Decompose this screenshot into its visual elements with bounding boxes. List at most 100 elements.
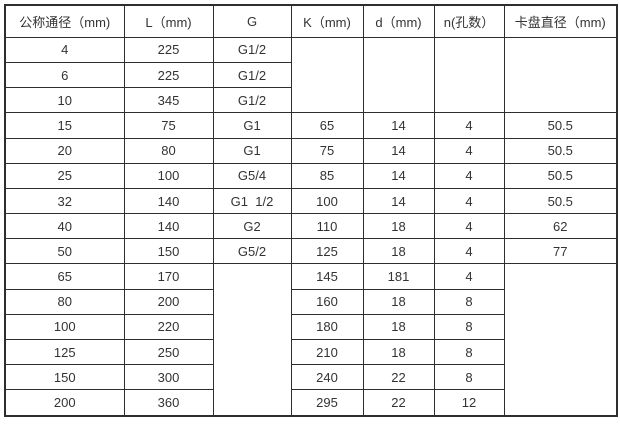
- cell-L: 200: [123, 288, 214, 315]
- merged-empty-cell-chuck: [503, 263, 618, 417]
- header-n-holes: n(孔数）: [433, 4, 505, 38]
- cell-K: 110: [290, 213, 364, 240]
- cell-G: G1/2: [212, 36, 292, 63]
- merged-empty-cell-K: [290, 36, 364, 114]
- header-K: K（mm): [290, 4, 364, 38]
- table-row: 25 100 G5/4 85 14 4 50.5: [4, 162, 618, 189]
- cell-d: 14: [362, 162, 435, 189]
- cell-L: 80: [123, 137, 214, 164]
- table-row: 125 250 210 18 8: [4, 339, 617, 366]
- table-row: 15 75 G1 65 14 4 50.5: [4, 112, 618, 139]
- cell-n: 4: [433, 238, 505, 265]
- cell-d: 18: [362, 313, 435, 341]
- cell-n: 8: [433, 339, 505, 366]
- cell-G: G5/2: [212, 238, 292, 265]
- cell-size: 50: [4, 238, 125, 265]
- cell-size: 15: [4, 112, 125, 139]
- table-row: 200 360 295 22 12: [4, 389, 617, 417]
- cell-d: 18: [362, 339, 435, 366]
- merged-empty-cell-G: [212, 263, 292, 417]
- table-row: 20 80 G1 75 14 4 50.5: [4, 137, 618, 164]
- cell-size: 40: [4, 213, 125, 240]
- cell-L: 150: [123, 238, 214, 265]
- cell-n: 4: [433, 263, 505, 290]
- cell-G: G1: [212, 112, 292, 139]
- cell-K: 240: [290, 364, 364, 391]
- table-row: 32 140 G1 1/2 100 14 4 50.5: [4, 187, 618, 215]
- cell-K: 125: [290, 238, 364, 265]
- cell-K: 100: [290, 187, 364, 215]
- table-row: 65 170 145 181 4: [4, 263, 618, 417]
- cell-chuck: 50.5: [503, 187, 618, 215]
- cell-K: 210: [290, 339, 364, 366]
- cell-G: G2: [212, 213, 292, 240]
- cell-L: 140: [123, 187, 214, 215]
- cell-L: 220: [123, 313, 214, 341]
- table-row: 40 140 G2 110 18 4 62: [4, 213, 618, 240]
- cell-n: 8: [433, 313, 505, 341]
- header-d: d（mm): [362, 4, 435, 38]
- cell-size: 10: [4, 87, 125, 114]
- cell-size: 4: [4, 36, 125, 63]
- header-G: G: [212, 4, 292, 38]
- header-L: L（mm): [123, 4, 214, 38]
- cell-G: G5/4: [212, 162, 292, 189]
- cell-L: 345: [123, 87, 214, 114]
- merged-empty-cell-chuck: [503, 36, 618, 114]
- cell-L: 100: [123, 162, 214, 189]
- cell-size: 200: [4, 389, 125, 417]
- cell-size: 32: [4, 187, 125, 215]
- cell-d: 22: [362, 364, 435, 391]
- cell-G: G1/2: [212, 61, 292, 89]
- cell-L: 140: [123, 213, 214, 240]
- cell-size: 125: [4, 339, 125, 366]
- cell-n: 8: [433, 364, 505, 391]
- merged-empty-cell-n: [433, 36, 505, 114]
- header-nominal-diameter: 公称通径（mm): [4, 4, 125, 38]
- cell-chuck: 50.5: [503, 137, 618, 164]
- cell-size: 150: [4, 364, 125, 391]
- cell-size: 20: [4, 137, 125, 164]
- table-row: 80 200 160 18 8: [4, 288, 617, 315]
- cell-n: 4: [433, 112, 505, 139]
- cell-L: 360: [123, 389, 214, 417]
- table-row: 4 225 G1/2: [4, 36, 618, 114]
- cell-n: 4: [433, 187, 505, 215]
- cell-K: 180: [290, 313, 364, 341]
- cell-d: 14: [362, 187, 435, 215]
- cell-G: G1: [212, 137, 292, 164]
- cell-n: 12: [433, 389, 505, 417]
- cell-d: 14: [362, 112, 435, 139]
- cell-n: 8: [433, 288, 505, 315]
- cell-L: 250: [123, 339, 214, 366]
- cell-d: 181: [362, 263, 435, 290]
- merged-empty-cell-d: [362, 36, 435, 114]
- cell-d: 18: [362, 288, 435, 315]
- cell-size: 65: [4, 263, 125, 290]
- table-row: 50 150 G5/2 125 18 4 77: [4, 238, 618, 265]
- cell-chuck: 62: [503, 213, 618, 240]
- cell-K: 145: [290, 263, 364, 290]
- table-row: 150 300 240 22 8: [4, 364, 617, 391]
- cell-n: 4: [433, 162, 505, 189]
- cell-n: 4: [433, 137, 505, 164]
- cell-K: 295: [290, 389, 364, 417]
- cell-size: 80: [4, 288, 125, 315]
- cell-L: 170: [123, 263, 214, 290]
- header-row: 公称通径（mm) L（mm) G K（mm) d（mm) n(孔数） 卡盘直径（…: [4, 4, 618, 38]
- cell-d: 14: [362, 137, 435, 164]
- spec-table: 公称通径（mm) L（mm) G K（mm) d（mm) n(孔数） 卡盘直径（…: [4, 4, 618, 417]
- cell-d: 18: [362, 213, 435, 240]
- cell-size: 6: [4, 61, 125, 89]
- cell-K: 85: [290, 162, 364, 189]
- header-chuck-diameter: 卡盘直径（mm): [503, 4, 618, 38]
- cell-L: 225: [123, 36, 214, 63]
- cell-chuck: 50.5: [503, 162, 618, 189]
- cell-G: G1/2: [212, 87, 292, 114]
- cell-n: 4: [433, 213, 505, 240]
- cell-chuck: 50.5: [503, 112, 618, 139]
- cell-d: 18: [362, 238, 435, 265]
- cell-size: 100: [4, 313, 125, 341]
- table-row: 6 225 G1/2: [4, 61, 617, 89]
